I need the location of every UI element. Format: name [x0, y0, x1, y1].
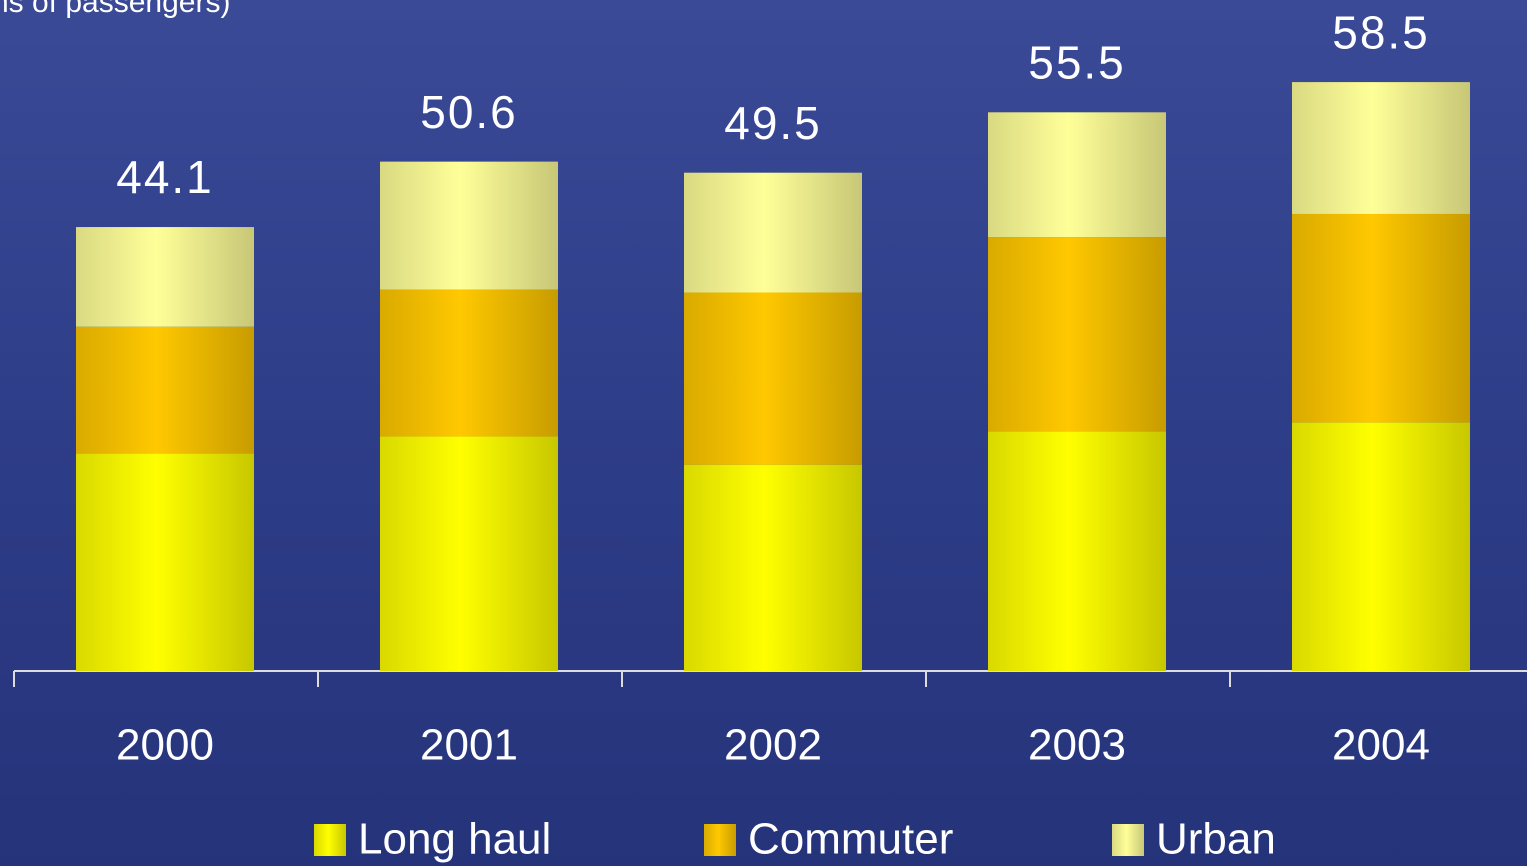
legend-swatch [1112, 824, 1144, 856]
total-label: 50.6 [420, 86, 518, 138]
x-tick-label: 2000 [116, 721, 214, 770]
bar-segment [684, 292, 862, 465]
legend-label: Urban [1156, 815, 1276, 864]
bar-segment [1292, 213, 1470, 423]
bar-segment [76, 227, 254, 327]
bar-segment [684, 464, 862, 671]
x-tick-label: 2002 [724, 721, 822, 770]
bar-segment [380, 289, 558, 437]
total-label: 55.5 [1028, 36, 1126, 88]
total-label: 44.1 [116, 151, 214, 203]
x-tick-label: 2001 [420, 721, 518, 770]
legend-swatch [314, 824, 346, 856]
bar-segment [76, 453, 254, 671]
bar-segment [988, 431, 1166, 671]
legend-swatch [704, 824, 736, 856]
legend-label: Long haul [358, 815, 551, 864]
bar-segment [684, 172, 862, 293]
total-label: 58.5 [1332, 6, 1430, 58]
bar-segment [1292, 82, 1470, 214]
x-tick-label: 2003 [1028, 721, 1126, 770]
bar-segment [380, 161, 558, 290]
bar-segment [76, 326, 254, 454]
bar-segment [380, 436, 558, 671]
bar-segment [1292, 422, 1470, 671]
total-label: 49.5 [724, 97, 822, 149]
chart-title: ns of passengers) [0, 0, 230, 19]
bar-segment [988, 237, 1166, 432]
legend-label: Commuter [748, 815, 953, 864]
x-tick-label: 2004 [1332, 721, 1430, 770]
bar-segment [988, 112, 1166, 238]
